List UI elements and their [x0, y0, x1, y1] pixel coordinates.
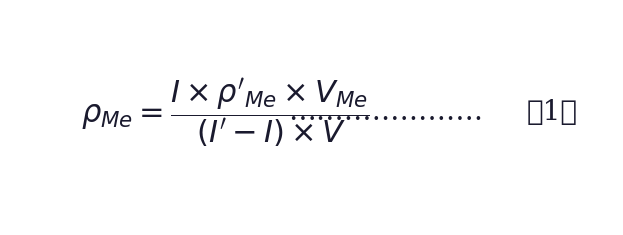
Text: （1）: （1）	[527, 99, 578, 126]
Text: $\rho_{Me} = \dfrac{I \times \rho^{\prime}{}_{Me} \times V_{Me}}{(I^{\prime}-I) : $\rho_{Me} = \dfrac{I \times \rho^{\prim…	[81, 76, 369, 150]
Text: …………………: …………………	[288, 99, 483, 126]
